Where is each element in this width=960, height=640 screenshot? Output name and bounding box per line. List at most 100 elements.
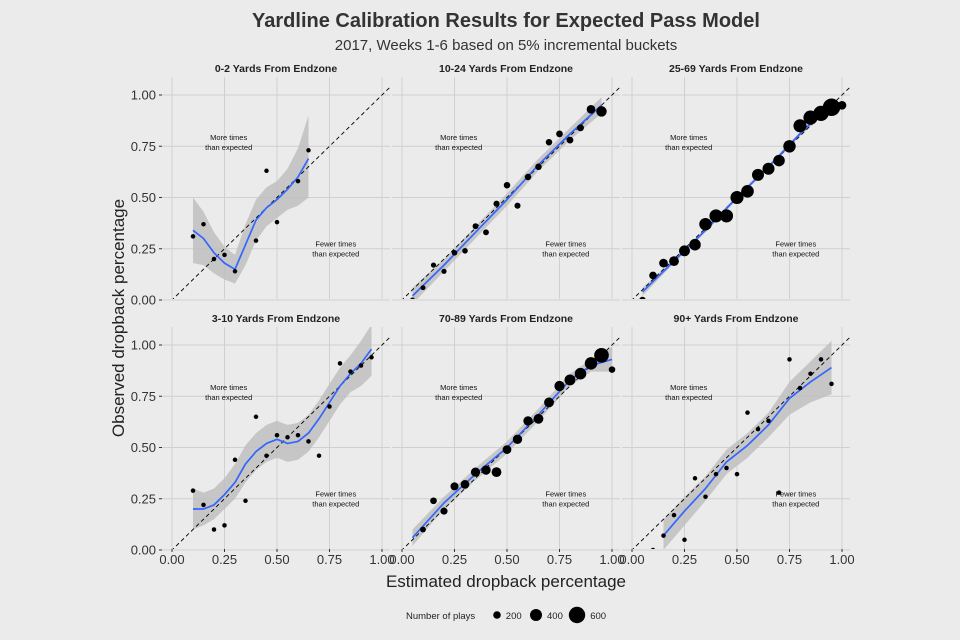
annotation-fewer-times: Fewer times: [315, 240, 356, 249]
annotation-fewer-times: Fewer times: [775, 240, 816, 249]
data-point: [679, 245, 690, 257]
data-point: [211, 256, 217, 262]
annotation-fewer-times: than expected: [542, 250, 589, 259]
data-point: [232, 457, 238, 463]
data-point: [514, 202, 521, 209]
annotation-fewer-times: than expected: [312, 500, 359, 509]
data-point: [264, 168, 269, 174]
x-tick-label: 0.25: [212, 552, 237, 567]
annotation-more-times: than expected: [435, 143, 482, 152]
data-point: [822, 98, 841, 117]
data-point: [544, 397, 554, 408]
data-point: [564, 374, 576, 386]
data-point: [306, 148, 311, 153]
data-point: [584, 357, 598, 370]
y-tick-label: 1.00: [131, 338, 156, 353]
y-axis-title: Observed dropback percentage: [109, 199, 128, 437]
annotation-fewer-times: Fewer times: [545, 240, 586, 249]
x-tick-label: 0.25: [442, 552, 467, 567]
data-point: [472, 223, 479, 230]
x-tick-label: 1.00: [369, 552, 394, 567]
data-point: [724, 465, 729, 471]
data-point: [369, 355, 374, 360]
data-point: [470, 467, 481, 477]
data-point: [713, 471, 719, 477]
data-point: [441, 268, 447, 274]
smooth-fit-line: [193, 348, 373, 510]
data-point: [837, 100, 847, 110]
panel-plot-area: [172, 86, 390, 299]
facet-title: 3-10 Yards From Endzone: [212, 313, 340, 325]
annotation-fewer-times: than expected: [772, 500, 819, 509]
legend-swatch: [530, 609, 542, 621]
x-tick-label: 0.50: [264, 552, 289, 567]
x-tick-label: 0.00: [159, 552, 184, 567]
panel-plot-area: [632, 86, 850, 299]
data-point: [669, 256, 679, 266]
data-point: [596, 106, 607, 117]
data-point: [556, 130, 563, 138]
data-point: [327, 404, 332, 409]
reference-diagonal-line: [172, 336, 390, 549]
annotation-fewer-times: Fewer times: [315, 490, 356, 499]
data-point: [512, 434, 523, 444]
data-point: [566, 136, 574, 144]
x-tick-label: 0.75: [777, 552, 802, 567]
data-point: [703, 494, 708, 499]
data-point: [232, 269, 238, 274]
data-point: [682, 537, 687, 543]
y-tick-label: 0.50: [131, 440, 156, 455]
data-point: [752, 168, 764, 181]
panel-plot-area: [172, 327, 390, 549]
confidence-band: [412, 347, 612, 546]
data-point: [502, 445, 512, 454]
panel-plot-area: [402, 336, 620, 549]
data-point: [410, 297, 415, 299]
facet-title: 25-69 Yards From Endzone: [669, 63, 803, 75]
data-point: [787, 357, 792, 362]
annotation-fewer-times: Fewer times: [545, 490, 586, 499]
data-point: [524, 173, 532, 181]
smooth-fit-line: [411, 104, 603, 297]
data-point: [745, 410, 750, 415]
x-tick-label: 0.50: [494, 552, 519, 567]
data-point: [460, 480, 470, 489]
data-point: [337, 361, 343, 366]
data-point: [719, 209, 734, 223]
data-point: [574, 367, 587, 380]
panel-plot-area: [632, 336, 850, 549]
data-point: [793, 119, 807, 133]
data-point: [503, 181, 511, 189]
legend-label: 600: [590, 611, 606, 622]
data-point: [818, 357, 824, 362]
data-point: [808, 371, 813, 376]
data-point: [577, 124, 584, 132]
data-point: [420, 285, 426, 291]
data-point: [734, 471, 740, 477]
data-point: [190, 234, 196, 239]
data-point: [430, 497, 437, 505]
annotation-more-times: More times: [440, 383, 477, 392]
data-point: [451, 249, 458, 256]
data-point: [274, 432, 280, 438]
confidence-band: [193, 115, 309, 284]
annotation-fewer-times: Fewer times: [775, 490, 816, 499]
legend-swatch: [568, 606, 586, 624]
annotation-more-times: than expected: [205, 393, 252, 402]
data-point: [671, 512, 677, 518]
data-point: [639, 296, 646, 299]
data-point: [316, 453, 322, 458]
annotation-more-times: More times: [440, 133, 477, 142]
annotation-more-times: More times: [210, 383, 247, 392]
data-point: [709, 209, 723, 223]
x-tick-label: 0.75: [317, 552, 342, 567]
annotation-fewer-times: than expected: [542, 500, 589, 509]
legend-swatch: [493, 611, 501, 619]
annotation-more-times: More times: [670, 383, 707, 392]
data-point: [253, 414, 259, 420]
